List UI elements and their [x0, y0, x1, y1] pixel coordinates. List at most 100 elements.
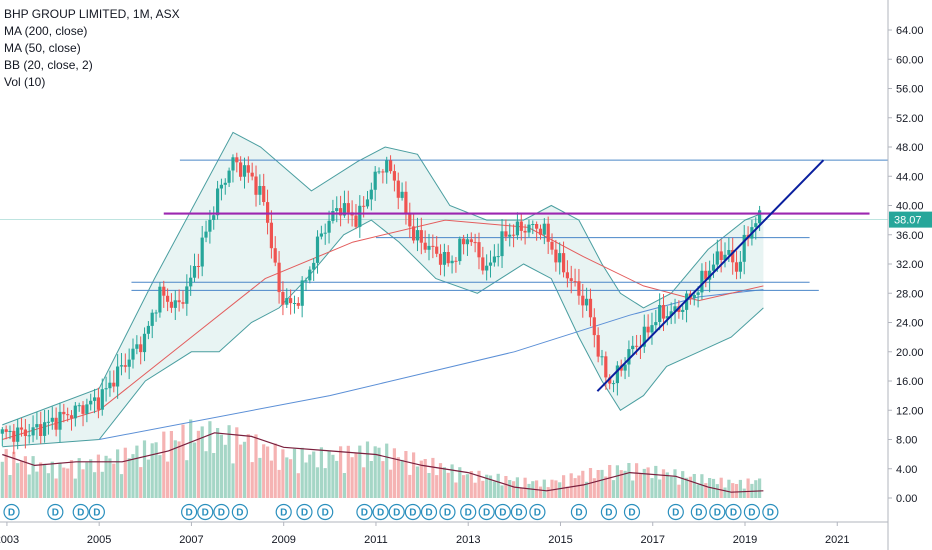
candle-body	[208, 220, 212, 232]
candle-body	[562, 253, 566, 273]
candle-body	[192, 266, 197, 278]
time-axis-label: 2005	[87, 534, 111, 546]
candle-body	[381, 171, 385, 173]
volume-bar	[569, 473, 573, 498]
volume-bar	[273, 443, 277, 498]
dividend-marker	[372, 503, 389, 521]
volume-bar	[654, 465, 658, 498]
volume-bar	[35, 471, 39, 498]
candle-body	[473, 242, 477, 244]
volume-bar	[462, 475, 466, 498]
candle-body	[62, 411, 66, 415]
candle-body	[319, 233, 323, 237]
candle-body	[635, 345, 639, 347]
volume-bar	[454, 482, 458, 498]
candle-body	[692, 295, 696, 298]
candle-body	[685, 293, 689, 310]
volume-bar	[592, 478, 596, 498]
candle-body	[43, 422, 47, 436]
volume-bar	[550, 479, 554, 498]
volume-bar	[246, 434, 250, 498]
candle-body	[731, 250, 735, 263]
volume-bar	[646, 467, 650, 498]
dividend-marker	[600, 503, 618, 521]
candle-body	[127, 359, 131, 367]
candle-body	[292, 303, 297, 304]
volume-bar	[46, 473, 50, 498]
volume-bar	[181, 424, 185, 498]
volume-bar	[392, 448, 396, 498]
candle-body	[12, 430, 16, 442]
candle-body	[592, 317, 596, 336]
volume-bar	[473, 482, 477, 498]
dividend-marker	[510, 503, 528, 521]
candle-body	[450, 260, 454, 264]
volume-bar	[565, 486, 569, 498]
dividend-marker-label: D	[767, 508, 774, 519]
candle-body	[323, 232, 327, 234]
dividend-marker-label: D	[322, 508, 329, 519]
legend-indicator-vol[interactable]: Vol (10)	[4, 75, 46, 89]
volume-bar	[27, 474, 31, 498]
volume-bar	[112, 463, 116, 498]
dividend-marker	[743, 503, 761, 521]
volume-bar	[196, 430, 200, 498]
candle-body	[277, 262, 281, 293]
volume-bar	[431, 457, 435, 498]
candle-body	[100, 389, 104, 410]
candle-body	[423, 242, 427, 250]
legend-symbol[interactable]: BHP GROUP LIMITED, 1M, ASX	[4, 7, 180, 21]
candle-body	[377, 171, 381, 173]
price-axis-label: 24.00	[896, 318, 924, 330]
volume-bar	[123, 447, 127, 498]
candle-body	[585, 298, 589, 306]
legend-indicator-bb[interactable]: BB (20, close, 2)	[4, 58, 93, 72]
candle-body	[327, 220, 331, 233]
candle-body	[512, 234, 516, 236]
time-axis-label: 2015	[548, 534, 572, 546]
candle-body	[492, 256, 496, 263]
volume-bar	[731, 483, 735, 498]
volume-bar	[458, 467, 462, 498]
candle-body	[515, 221, 519, 236]
price-axis-label: 4.00	[896, 464, 917, 476]
candle-body	[523, 230, 527, 233]
volume-bar	[408, 474, 412, 498]
legend-indicator-ma50[interactable]: MA (50, close)	[4, 41, 81, 55]
candle-body	[604, 356, 608, 378]
candle-body	[46, 421, 50, 423]
trend-line	[596, 159, 825, 392]
volume-bar	[108, 458, 112, 498]
candle-body	[546, 223, 550, 242]
dividend-marker	[529, 503, 546, 521]
time-axis-label: 2019	[733, 534, 757, 546]
volume-bar	[127, 458, 131, 498]
legend-indicator-ma200[interactable]: MA (200, close)	[4, 24, 88, 38]
volume-bar	[281, 449, 285, 498]
volume-bar	[312, 451, 316, 498]
price-axis-label: 52.00	[896, 113, 924, 125]
candle-body	[608, 377, 612, 384]
candle-body	[66, 414, 70, 416]
bollinger-upper-line	[2, 131, 764, 426]
volume-bar	[308, 454, 312, 498]
candle-body	[142, 333, 147, 353]
candle-body	[96, 397, 100, 410]
volume-bar	[615, 465, 619, 498]
candle-body	[189, 277, 193, 287]
candle-body	[569, 278, 573, 282]
dividend-marker	[439, 503, 456, 521]
dividend-marker-label: D	[236, 508, 243, 519]
volume-bar	[169, 431, 173, 498]
volume-bar	[296, 473, 300, 498]
candle-body	[581, 295, 585, 306]
candle-body	[665, 316, 669, 319]
candle-body	[542, 223, 546, 235]
candle-body	[223, 182, 227, 185]
volume-bar	[385, 443, 389, 498]
candle-body	[335, 208, 339, 211]
volume-bar	[504, 476, 508, 498]
volume-bar	[315, 467, 320, 498]
candle-body	[150, 312, 154, 326]
